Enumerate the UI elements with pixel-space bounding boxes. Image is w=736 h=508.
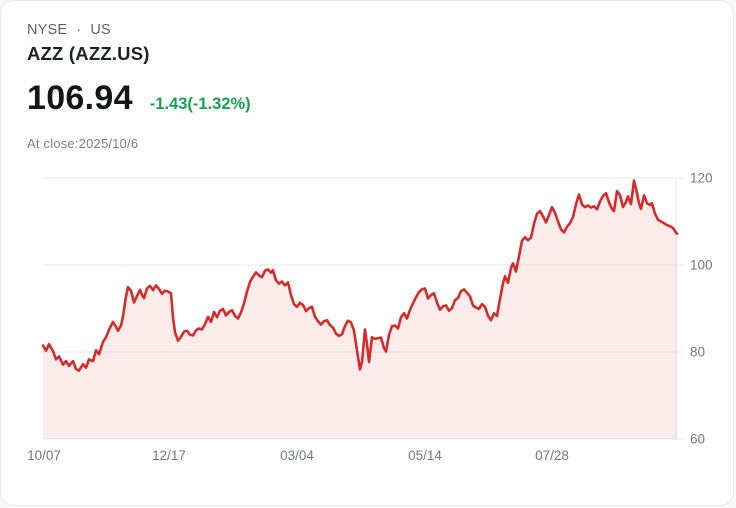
price-area [43,180,677,439]
y-axis-label: 100 [690,258,713,273]
region-label: US [90,22,111,38]
y-axis-label: 80 [690,345,705,360]
exchange-label: NYSE [27,22,68,38]
y-axis-label: 120 [690,171,713,186]
separator-dot: · [76,22,82,38]
last-price: 106.94 [27,79,133,117]
x-axis-label: 03/04 [280,448,314,463]
close-note: At close:2025/10/6 [27,136,139,151]
price-line [41,179,679,372]
x-axis-label: 12/17 [152,448,186,463]
quote-header: NYSE · US AZZ (AZZ.US) [27,22,150,65]
x-axis-label: 10/07 [27,448,61,463]
page-title: AZZ (AZZ.US) [27,43,150,64]
price-row: 106.94 -1.43(-1.32%) [27,79,251,118]
y-axis-label: 60 [690,432,705,447]
exchange-row: NYSE · US [27,22,150,38]
x-axis-label: 07/28 [535,448,569,463]
x-axis-label: 05/14 [408,448,442,463]
price-change: -1.43(-1.32%) [149,95,251,113]
